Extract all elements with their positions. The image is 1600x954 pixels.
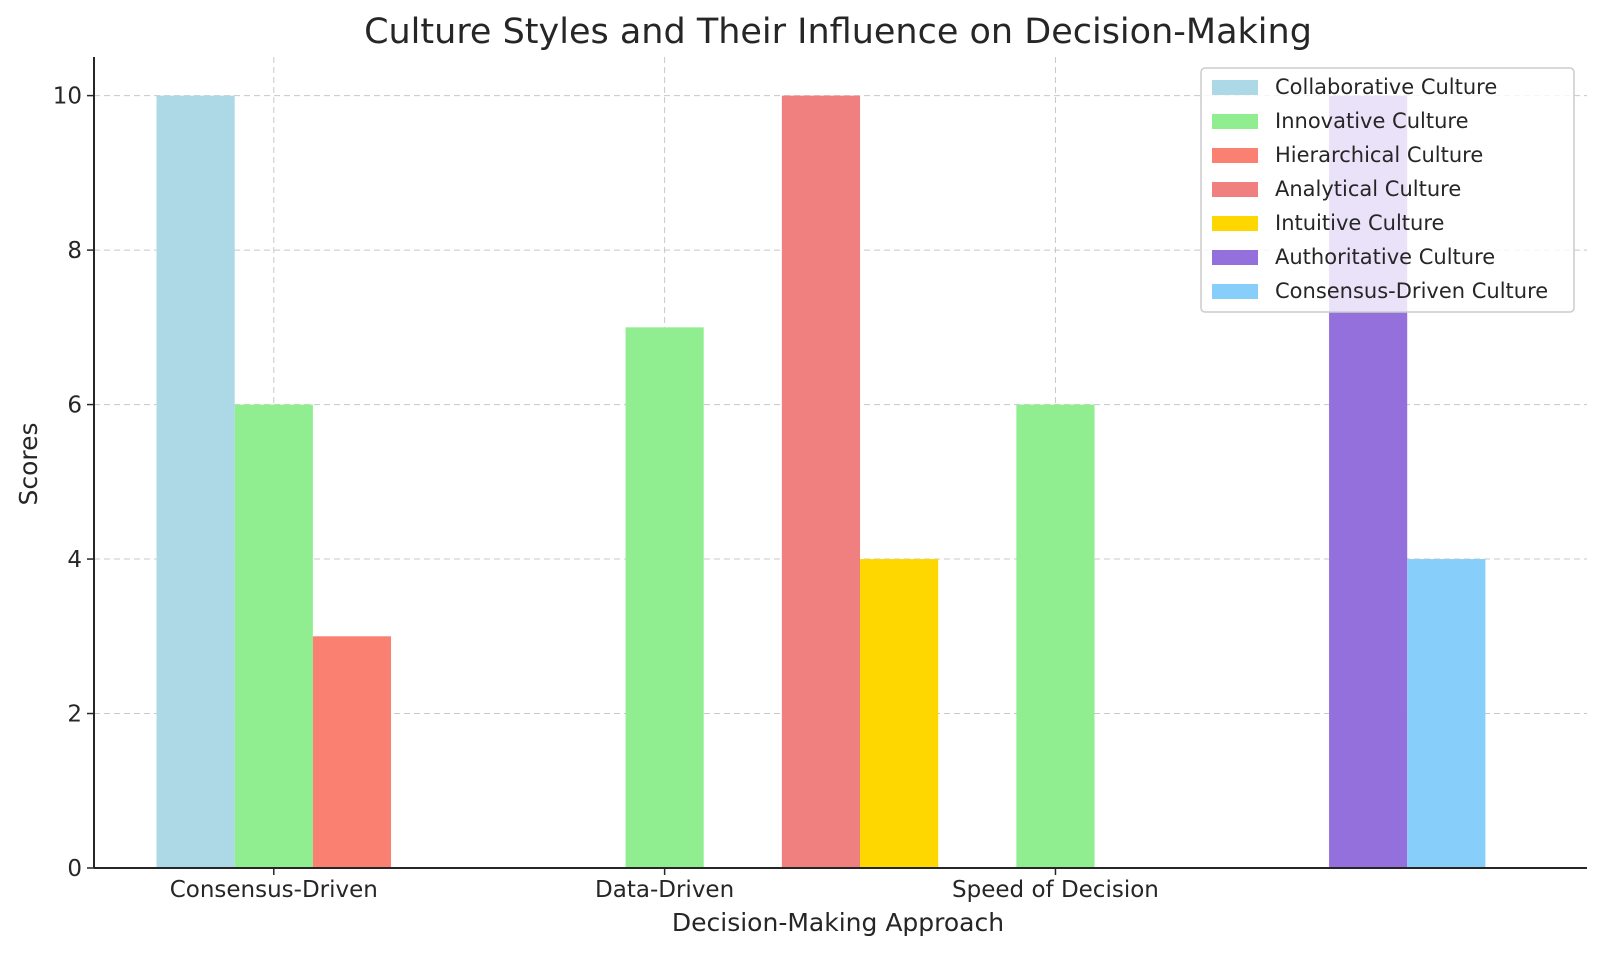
bars [156,95,1486,869]
legend-frame [1200,67,1575,313]
legend-label: Authoritative Culture [1275,245,1495,269]
y-tick-label: 0 [67,856,82,882]
legend-label: Intuitive Culture [1275,211,1444,235]
y-tick-label: 10 [53,84,82,110]
legend-swatch [1212,80,1258,95]
y-ticks: 0 2 4 6 8 10 [53,84,94,882]
y-tick-label: 2 [67,702,82,728]
bar [860,559,939,868]
x-tick-label: Speed of Decision [952,877,1159,903]
x-tick-label: Consensus-Driven [170,877,378,903]
legend: Collaborative Culture Innovative Culture H… [1200,67,1575,313]
bar [156,95,235,869]
y-tick-label: 8 [67,238,82,264]
legend-swatch [1212,250,1258,265]
legend-swatch [1212,148,1258,163]
chart-title: Culture Styles and Their Influence on De… [364,12,1312,52]
y-tick-label: 6 [67,393,82,419]
legend-swatch [1212,216,1258,231]
legend-label: Consensus-Driven Culture [1275,279,1548,303]
legend-swatch [1212,114,1258,129]
bar [312,636,392,868]
x-ticks: Consensus-Driven Data-Driven Speed of Deci… [170,868,1159,903]
legend-swatch [1212,182,1258,197]
y-axis-label: Scores [14,422,43,505]
x-axis-label: Decision-Making Approach [672,908,1004,937]
axes [93,57,1587,869]
bar [1016,404,1095,868]
x-tick-label: Data-Driven [595,877,734,903]
y-tick-label: 4 [67,547,82,573]
bar [625,327,704,868]
legend-swatch [1212,284,1258,299]
legend-label: Innovative Culture [1275,109,1469,133]
bar [1407,559,1486,868]
legend-label: Hierarchical Culture [1275,143,1483,167]
legend-label: Collaborative Culture [1275,75,1497,99]
legend-label: Analytical Culture [1275,177,1461,201]
bar [781,95,861,869]
bar [234,404,313,868]
